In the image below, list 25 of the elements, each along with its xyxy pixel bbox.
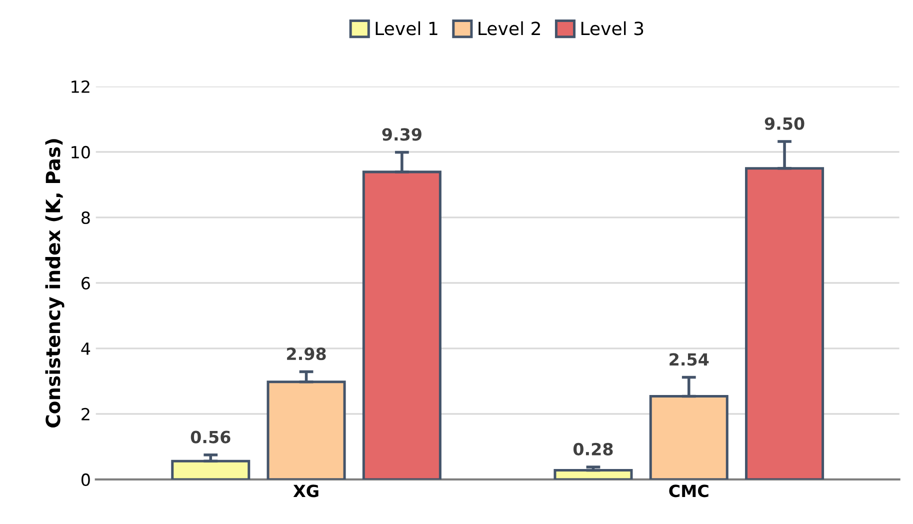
data-label: 2.98 <box>287 348 326 360</box>
data-label: 0.56 <box>190 430 230 444</box>
data-label: 9.50 <box>764 117 804 130</box>
y-tick-label: 12 <box>72 80 90 93</box>
y-tick-label: 4 <box>81 342 90 355</box>
legend-label: Level 2 <box>478 21 540 36</box>
data-label: 2.54 <box>670 353 709 366</box>
y-tick-label: 2 <box>82 408 90 420</box>
x-tick-label: CMC <box>669 484 708 498</box>
legend-label: Level 3 <box>581 21 644 36</box>
y-axis-title: Consistency index (K, Pas) <box>45 139 64 428</box>
data-label: 0.28 <box>573 442 613 456</box>
y-tick-label: 10 <box>72 146 90 159</box>
bar <box>266 380 346 480</box>
bar <box>171 460 250 480</box>
y-tick-label: 6 <box>82 276 90 290</box>
y-tick-label: 8 <box>82 211 90 224</box>
x-tick-label: XG <box>293 484 318 498</box>
legend-label: Level 1 <box>376 21 438 36</box>
bar <box>362 170 442 480</box>
bar <box>745 167 824 480</box>
data-label: 9.39 <box>382 128 422 141</box>
bar <box>649 395 728 480</box>
bar <box>554 469 633 480</box>
y-tick-label: 0 <box>82 473 90 486</box>
